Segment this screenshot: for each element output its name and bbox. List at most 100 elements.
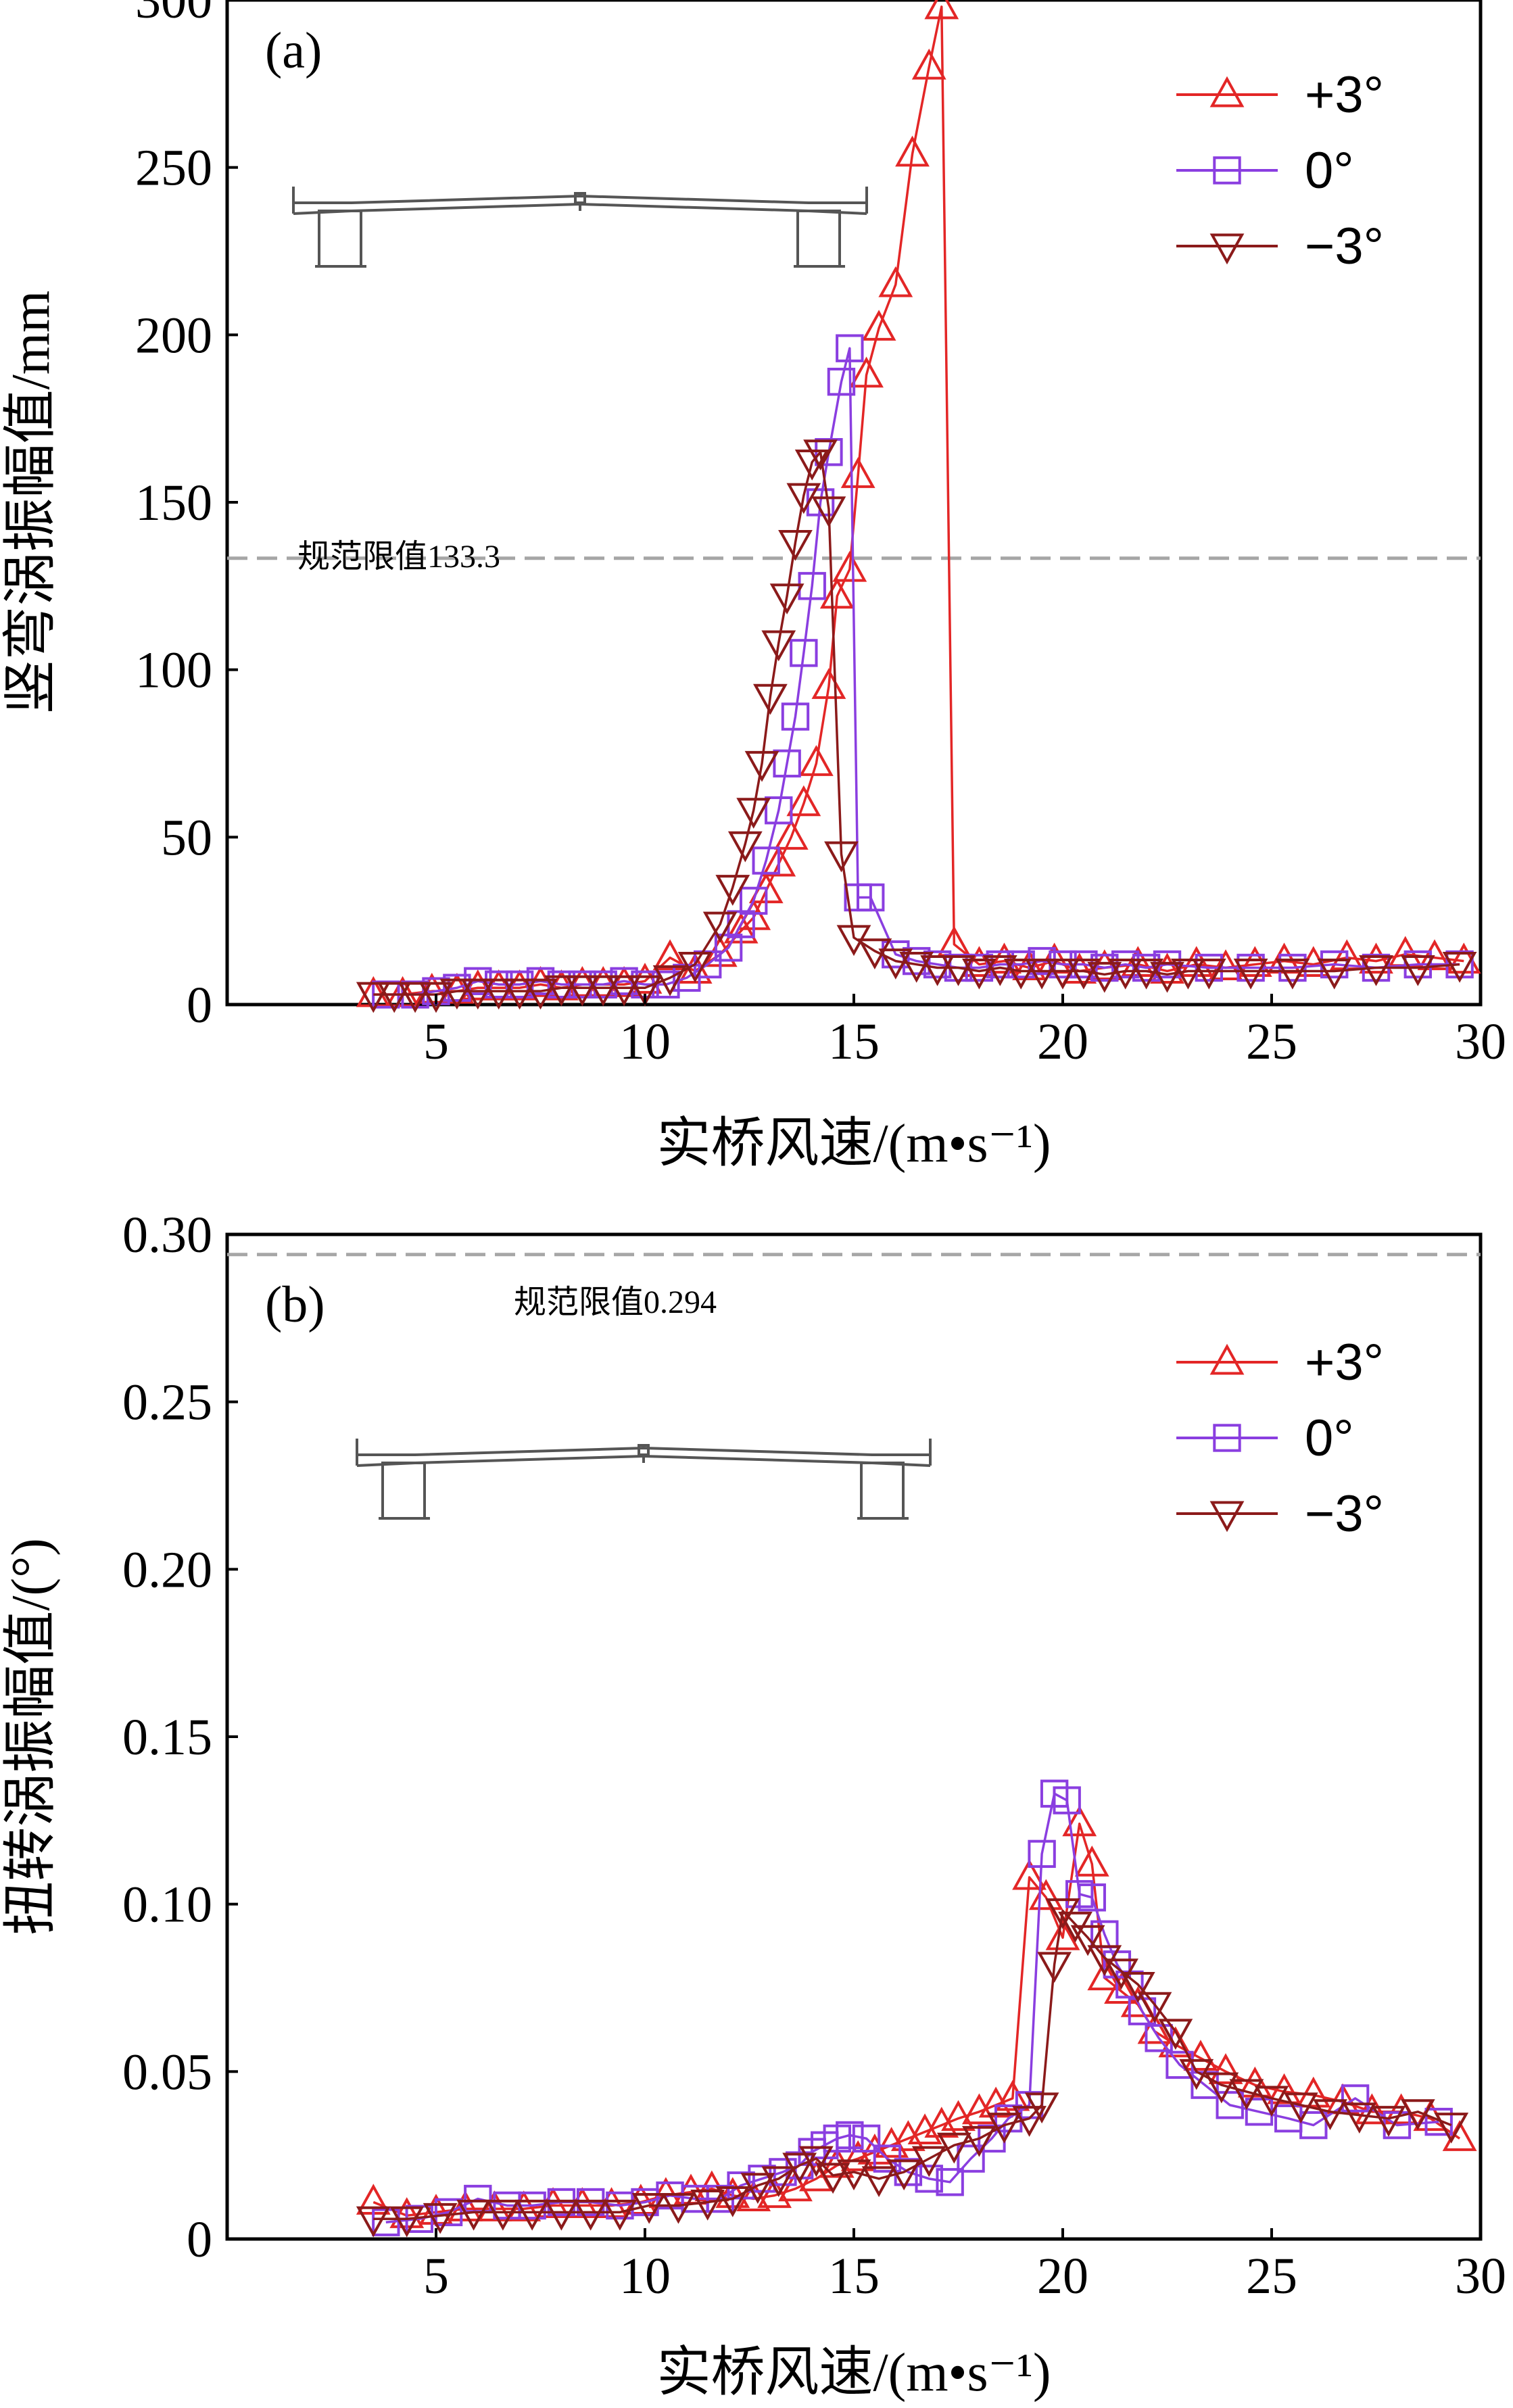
data-point-0 xyxy=(924,0,959,20)
chart-a-legend: +3° 0° −3° xyxy=(1176,66,1384,275)
data-point-2 xyxy=(389,2206,425,2238)
data-point-2 xyxy=(1442,952,1477,983)
data-point-2 xyxy=(886,2159,921,2191)
data-point-1 xyxy=(1341,2084,1370,2113)
data-point-1 xyxy=(1078,1883,1106,1912)
chart-b-x-axis-label: 实桥风速/(m•s⁻¹) xyxy=(656,2343,1051,2403)
data-point-2 xyxy=(398,982,433,1013)
data-point-0 xyxy=(786,785,821,817)
data-point-1 xyxy=(836,334,864,362)
data-point-2 xyxy=(502,978,537,1010)
data-point-2 xyxy=(565,975,600,1007)
data-point-2 xyxy=(1129,958,1163,990)
data-point-1 xyxy=(1132,953,1161,982)
data-point-0 xyxy=(1158,2026,1193,2058)
data-point-0 xyxy=(1074,1846,1109,1877)
data-point-2 xyxy=(962,2125,996,2157)
data-point-2 xyxy=(941,955,976,986)
data-point-0 xyxy=(1208,2053,1243,2084)
series-line-2 xyxy=(373,450,1460,996)
data-point-1 xyxy=(739,886,768,915)
y-tick-label: 50 xyxy=(161,809,212,866)
data-point-2 xyxy=(1254,2086,1289,2117)
data-point-2 xyxy=(736,798,771,829)
data-point-2 xyxy=(1179,2058,1214,2090)
data-point-1 xyxy=(1278,953,1307,982)
y-tick-label: 250 xyxy=(135,140,212,197)
data-point-1 xyxy=(936,2168,964,2196)
data-point-1 xyxy=(1403,950,1433,979)
data-point-2 xyxy=(1137,1992,1172,2023)
data-point-0 xyxy=(832,550,867,582)
y-tick-label: 0.10 xyxy=(122,1877,212,1933)
data-point-2 xyxy=(460,978,496,1010)
data-point-2 xyxy=(899,952,934,983)
series-line-1 xyxy=(385,1792,1439,2223)
data-point-0 xyxy=(895,135,930,167)
data-point-2 xyxy=(1171,958,1205,990)
data-point-1 xyxy=(957,2144,985,2173)
data-point-2 xyxy=(1037,1952,1072,1983)
data-point-1 xyxy=(443,973,471,1002)
data-point-0 xyxy=(1028,1879,1063,1910)
data-point-0 xyxy=(1045,1919,1080,1950)
x-tick-label: 15 xyxy=(828,1013,880,1070)
data-point-2 xyxy=(824,841,859,873)
chart-a-reference-label: 规范限值133.3 xyxy=(297,539,500,575)
data-point-2 xyxy=(677,952,713,983)
data-point-2 xyxy=(769,583,804,615)
series-line-2 xyxy=(373,1909,1452,2221)
chart-a-panel-label: (a) xyxy=(265,22,322,79)
data-point-0 xyxy=(1062,1805,1097,1837)
data-point-2 xyxy=(456,2199,491,2231)
data-point-1 xyxy=(852,2124,881,2153)
data-point-2 xyxy=(786,483,821,514)
y-tick-label: 0.05 xyxy=(122,2044,212,2100)
data-point-1 xyxy=(781,702,810,731)
data-point-0 xyxy=(1104,1973,1138,2004)
y-tick-label: 300 xyxy=(135,0,212,29)
data-point-0 xyxy=(907,2113,942,2144)
data-point-2 xyxy=(753,683,788,715)
data-point-0 xyxy=(448,2190,483,2221)
legend-marker xyxy=(1213,156,1241,185)
series-line-1 xyxy=(385,347,1460,996)
data-point-0 xyxy=(1208,949,1243,981)
data-point-2 xyxy=(1359,955,1393,986)
legend-label: +3° xyxy=(1305,66,1384,124)
data-point-1 xyxy=(773,749,801,778)
y-tick-label: 0.20 xyxy=(122,1541,212,1598)
data-point-0 xyxy=(773,819,809,850)
data-point-2 xyxy=(1070,1925,1105,1956)
data-point-0 xyxy=(878,266,913,297)
data-point-2 xyxy=(1087,961,1122,993)
legend-marker xyxy=(1213,1424,1241,1452)
data-point-0 xyxy=(1267,2073,1301,2104)
data-point-0 xyxy=(1012,949,1047,981)
data-point-2 xyxy=(423,2202,458,2234)
data-point-2 xyxy=(1158,2019,1193,2050)
x-tick-label: 10 xyxy=(619,2248,671,2305)
data-point-2 xyxy=(878,948,913,980)
chart-b-series-group xyxy=(356,1779,1477,2238)
legend-marker xyxy=(1209,1501,1245,1533)
chart-b-reference-label: 规范限值0.294 xyxy=(514,1284,717,1320)
data-point-2 xyxy=(836,2159,871,2191)
chart-a-series-group xyxy=(356,0,1481,1013)
data-point-1 xyxy=(1195,953,1223,982)
chart-a-plot-frame xyxy=(225,0,1483,1007)
data-point-2 xyxy=(982,955,1017,986)
data-point-2 xyxy=(485,2199,521,2231)
data-point-2 xyxy=(740,2173,775,2204)
chart-a: 规范限值133.3 (a) 5 10 15 20 25 30050100150200250… xyxy=(1,0,1506,1174)
data-point-1 xyxy=(1216,2091,1244,2119)
data-point-1 xyxy=(857,883,885,912)
legend-label: −3° xyxy=(1305,218,1384,275)
chart-b: 规范限值0.294 (b) 5 10 15 20 25 30 0 0.05 0.10 0.15 0.… xyxy=(1,1207,1506,2403)
data-point-2 xyxy=(514,2199,550,2231)
x-tick-label: 15 xyxy=(828,2248,880,2305)
bridge-section-diagram-a xyxy=(292,187,868,268)
bridge-section-diagram-b xyxy=(356,1439,932,1520)
data-point-2 xyxy=(761,2166,796,2198)
